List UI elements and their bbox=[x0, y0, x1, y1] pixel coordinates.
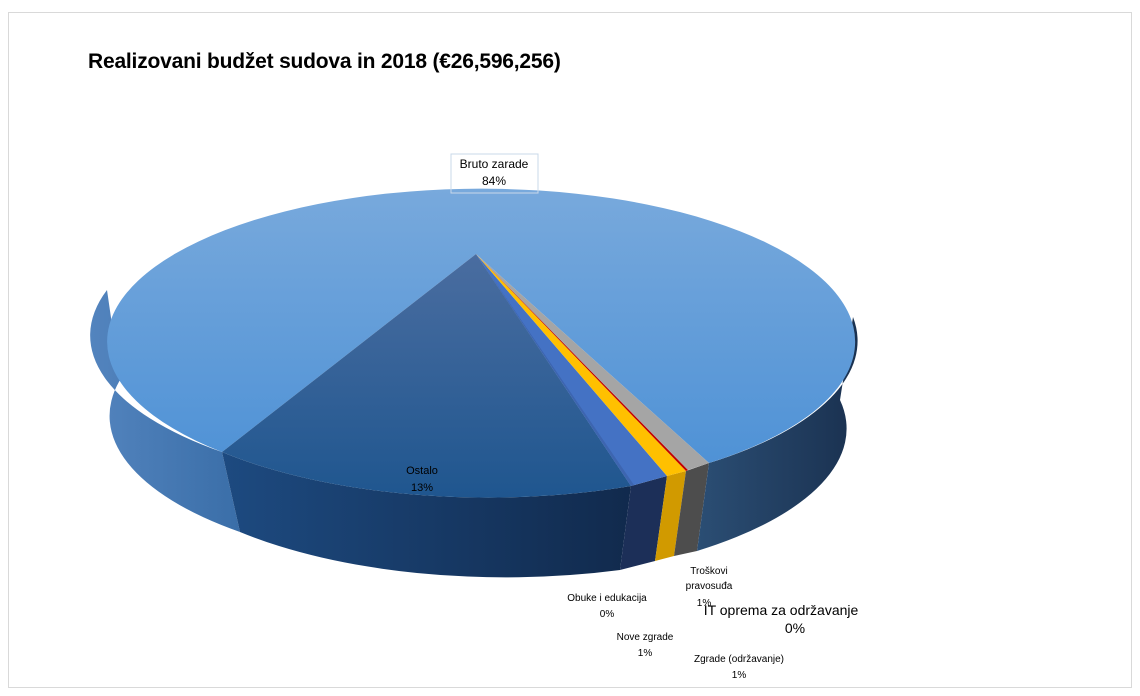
pie-slice-zgrade-odrzavanje bbox=[476, 254, 709, 470]
pie-slice-troskovi-pravosudja bbox=[476, 254, 686, 476]
label-nove-zgrade-percent: 1% bbox=[638, 648, 653, 659]
label-bruto-zarade-percent: 84% bbox=[482, 174, 506, 188]
label-ostalo-percent: 13% bbox=[411, 482, 433, 494]
pie-side-zgrade bbox=[674, 463, 709, 556]
pie-slice-ostalo bbox=[222, 254, 631, 498]
pie-side-bruto-right bbox=[697, 317, 858, 551]
label-troskovi-name-1: Troškovi bbox=[690, 566, 727, 577]
label-obuke-percent: 0% bbox=[600, 609, 615, 620]
label-it-oprema-percent: 0% bbox=[785, 620, 805, 636]
pie-side-troskovi bbox=[655, 471, 686, 561]
label-box-bruto-zarade bbox=[450, 153, 539, 194]
label-obuke-name: Obuke i edukacija bbox=[567, 593, 647, 604]
pie-side-nove-zgrade bbox=[620, 476, 667, 570]
pie-slice-obuke-i-edukacija bbox=[476, 254, 634, 486]
label-troskovi-name-2: pravosuđa bbox=[686, 581, 733, 592]
label-zgrade-percent: 1% bbox=[732, 670, 747, 681]
label-bruto-zarade-name: Bruto zarade bbox=[460, 157, 529, 171]
label-it-oprema-name: IT oprema za održavanje bbox=[704, 602, 859, 618]
pie-slice-nove-zgrade bbox=[476, 254, 667, 486]
pie-side-ostalo bbox=[222, 452, 631, 578]
pie-slice-bruto-zarade bbox=[107, 188, 856, 463]
label-ostalo-name: Ostalo bbox=[406, 465, 438, 477]
label-zgrade-name: Zgrade (održavanje) bbox=[694, 654, 784, 665]
label-troskovi-percent: 1% bbox=[697, 598, 712, 609]
pie-slice-it-oprema bbox=[476, 254, 688, 471]
chart-title: Realizovani budžet sudova in 2018 (€26,5… bbox=[88, 50, 561, 73]
label-nove-zgrade-name: Nove zgrade bbox=[617, 632, 674, 643]
pie-side-bruto-left bbox=[90, 290, 241, 532]
